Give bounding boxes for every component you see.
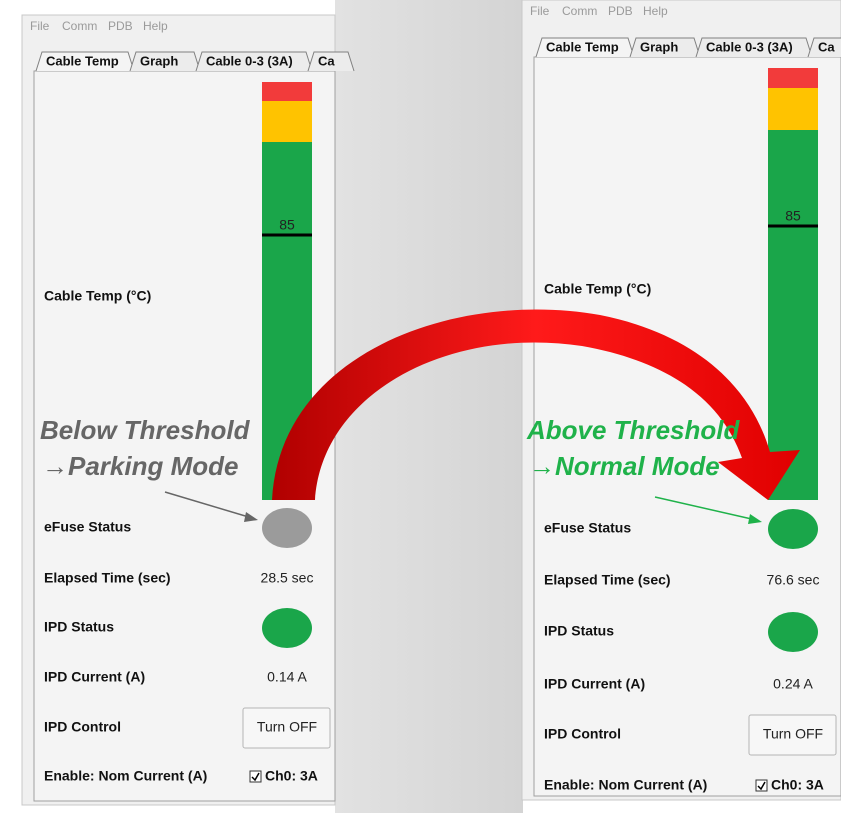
field-value: 0.24 A — [773, 676, 813, 692]
checkbox-label: Ch0: 3A — [265, 768, 318, 784]
tab-label: Graph — [640, 39, 678, 54]
background-gap — [335, 0, 523, 813]
status-indicator — [262, 508, 312, 548]
menu-item: Comm — [562, 4, 597, 18]
tab-label: Cable Temp — [46, 53, 119, 68]
tab-label: Ca — [818, 39, 835, 54]
menu-item: File — [530, 4, 550, 18]
checkbox-label: Ch0: 3A — [771, 777, 824, 793]
tab-label: Cable Temp — [546, 39, 619, 54]
tab-label: Cable 0-3 (3A) — [206, 53, 293, 68]
field-value: 0.14 A — [267, 669, 307, 685]
pointer-line — [654, 496, 757, 521]
gauge-green — [768, 130, 818, 500]
field-label: IPD Current (A) — [44, 669, 145, 685]
field-label: Elapsed Time (sec) — [44, 570, 171, 586]
tab — [195, 51, 313, 72]
annotations: Below Threshold →Parking Mode Above Thresh… — [40, 415, 740, 481]
button[interactable] — [242, 707, 331, 749]
field-label: eFuse Status — [44, 519, 131, 535]
field-label: IPD Status — [44, 619, 114, 635]
field-label: Elapsed Time (sec) — [544, 572, 671, 588]
tab — [629, 37, 701, 58]
field-label: Enable: Nom Current (A) — [44, 768, 207, 784]
gauge-label: Cable Temp (°C) — [44, 288, 151, 304]
field-label: IPD Status — [544, 623, 614, 639]
field-label: IPD Control — [44, 719, 121, 735]
annotation: Below Threshold — [40, 415, 251, 445]
tab-label: Cable 0-3 (3A) — [706, 39, 793, 54]
pointer-head — [748, 514, 762, 524]
menu-item: Help — [643, 4, 668, 18]
pointer-head — [244, 512, 258, 522]
field-label: IPD Control — [544, 726, 621, 742]
menu-item: PDB — [608, 4, 633, 18]
annotation: →Normal Mode — [529, 451, 720, 481]
menu-item: File — [30, 19, 50, 33]
tab — [695, 37, 813, 58]
field-value: 76.6 sec — [767, 572, 820, 588]
tab — [807, 37, 841, 58]
tab — [35, 51, 135, 72]
field-label: IPD Current (A) — [544, 676, 645, 692]
panels: File Comm PDB Help Cable Temp Graph Cable 0-3 … — [21, 0, 841, 806]
app-window: File Comm PDB Help Cable Temp Graph Cable 0-3 … — [521, 0, 841, 801]
gauge-red — [262, 82, 312, 101]
app-window: File Comm PDB Help Cable Temp Graph Cable 0-3 … — [21, 14, 355, 806]
tab-label: Graph — [140, 53, 178, 68]
checkmark — [251, 772, 260, 782]
transition-arrow — [272, 309, 800, 500]
tab — [129, 51, 201, 72]
button-label: Turn OFF — [763, 726, 823, 742]
gauge-marker-label: 85 — [279, 217, 295, 233]
pointer-line — [164, 491, 253, 519]
gauge-marker-label: 85 — [785, 208, 801, 224]
field-value: 28.5 sec — [261, 570, 314, 586]
gauge-yellow — [768, 88, 818, 130]
gauge-red — [768, 68, 818, 88]
status-indicator — [768, 509, 818, 549]
checkbox[interactable] — [249, 770, 262, 783]
tab — [307, 51, 355, 72]
button-label: Turn OFF — [257, 719, 317, 735]
status-indicator — [768, 612, 818, 652]
menu-item: Help — [143, 19, 168, 33]
gauge-label: Cable Temp (°C) — [544, 281, 651, 297]
gauge-yellow — [262, 101, 312, 142]
checkbox[interactable] — [755, 779, 768, 792]
field-label: eFuse Status — [544, 520, 631, 536]
menu-item: Comm — [62, 19, 97, 33]
status-indicator — [262, 608, 312, 648]
menu-item: PDB — [108, 19, 133, 33]
tab-label: Ca — [318, 53, 335, 68]
annotation: →Parking Mode — [42, 451, 238, 481]
annotation: Above Threshold — [526, 415, 740, 445]
checkmark — [757, 781, 766, 791]
field-label: Enable: Nom Current (A) — [544, 777, 707, 793]
tab — [535, 37, 635, 58]
button[interactable] — [748, 714, 837, 756]
